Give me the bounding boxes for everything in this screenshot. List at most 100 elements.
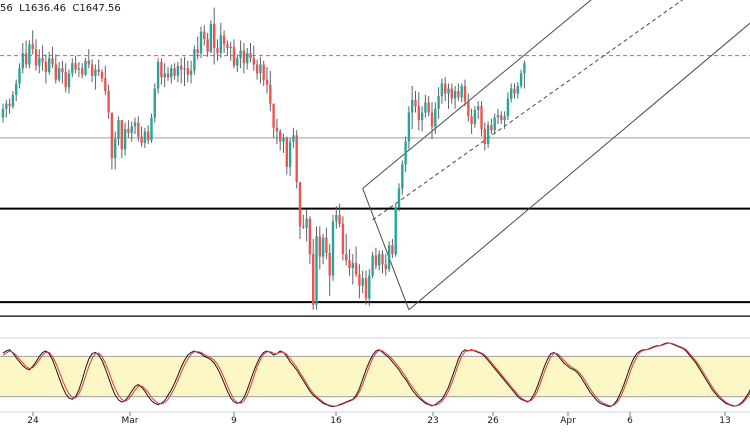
channel-mid-line — [372, 0, 684, 221]
candle-body — [259, 64, 262, 74]
candle-body — [100, 72, 104, 79]
candle-body — [1, 108, 5, 118]
candle-body — [84, 60, 87, 75]
candle-body — [11, 94, 15, 107]
candle-body — [292, 135, 295, 142]
candle-body — [407, 112, 411, 142]
candle-body — [434, 108, 437, 127]
candle-body — [354, 262, 358, 275]
candle-body — [21, 53, 24, 69]
candle-body — [123, 128, 127, 150]
candle-body — [308, 218, 312, 255]
candle-body — [203, 31, 206, 40]
stoch-band — [0, 356, 750, 397]
candle-body — [28, 44, 31, 65]
candle-body — [444, 83, 447, 94]
candle-body — [325, 237, 328, 253]
candle-body — [236, 58, 239, 66]
candle-body — [15, 83, 18, 95]
candle-body — [97, 69, 100, 73]
candle-body — [272, 103, 275, 128]
candle-body — [480, 106, 483, 129]
candle-body — [467, 101, 470, 117]
candle-body — [411, 99, 414, 113]
candle-body — [140, 136, 143, 143]
candle-body — [483, 128, 486, 145]
candle-body — [180, 65, 183, 70]
candle-body — [77, 68, 81, 70]
candle-body — [173, 68, 176, 76]
candle-body — [74, 63, 77, 70]
time-tick-label: 6 — [627, 416, 633, 426]
candle-body — [394, 207, 397, 255]
time-tick-label: 16 — [330, 416, 342, 426]
channel-left-edge — [362, 188, 410, 310]
candle-body — [44, 61, 48, 73]
candle-body — [523, 63, 526, 74]
candle-body — [186, 68, 189, 75]
candle-body — [374, 255, 378, 266]
candle-body — [516, 85, 519, 94]
candle-body — [295, 135, 298, 183]
candle-body — [206, 39, 209, 52]
candle-body — [513, 88, 516, 94]
candle-body — [420, 112, 424, 121]
candle-body — [315, 236, 318, 305]
candle-body — [364, 278, 368, 299]
candle-body — [117, 120, 120, 140]
candle-body — [216, 48, 219, 54]
stochastic-panel — [0, 342, 750, 408]
time-tick-label: Apr — [560, 416, 576, 426]
candle-body — [384, 264, 387, 270]
candle-body — [318, 236, 321, 257]
candle-body — [31, 44, 34, 50]
candle-body — [493, 117, 496, 131]
candle-body — [417, 106, 420, 121]
candle-body — [249, 53, 252, 59]
candle-body — [199, 31, 203, 54]
candle-body — [255, 64, 259, 74]
candle-body — [90, 64, 94, 76]
candle-body — [54, 64, 57, 80]
candle-body — [94, 69, 97, 76]
candle-body — [110, 112, 114, 159]
ohlc-readout: 56 L1636.46 C1647.56 — [0, 3, 121, 14]
channel-lower-line — [408, 22, 750, 311]
candle-body — [48, 58, 51, 73]
candle-body — [424, 102, 427, 113]
candle-body — [265, 79, 269, 85]
candle-body — [285, 137, 288, 167]
time-tick-label: 26 — [487, 416, 499, 426]
candle-body — [298, 182, 302, 227]
candle-body — [189, 70, 193, 75]
candle-body — [114, 139, 117, 159]
candle-body — [381, 254, 384, 265]
candle-body — [401, 164, 404, 189]
candle-body — [252, 58, 255, 65]
candle-body — [331, 221, 335, 276]
candle-body — [160, 61, 163, 78]
candle-body — [457, 91, 460, 98]
candle-body — [500, 115, 503, 121]
candle-body — [447, 88, 450, 94]
candle-body — [34, 49, 38, 66]
candle-body — [153, 88, 156, 118]
candle-body — [496, 115, 500, 118]
candle-body — [275, 127, 279, 132]
candle-body — [440, 83, 444, 97]
candle-body — [414, 99, 417, 107]
candle-body — [450, 88, 453, 99]
candle-body — [404, 141, 407, 165]
candle-body — [8, 103, 11, 107]
trend-channel — [362, 0, 750, 311]
candle-body — [120, 120, 123, 150]
candle-body — [288, 141, 292, 167]
candle-body — [163, 73, 166, 78]
time-tick-label: Mar — [122, 416, 139, 426]
candle-body — [61, 68, 64, 73]
candle-body — [282, 137, 285, 142]
candle-body — [64, 72, 67, 88]
candle-body — [209, 24, 213, 52]
